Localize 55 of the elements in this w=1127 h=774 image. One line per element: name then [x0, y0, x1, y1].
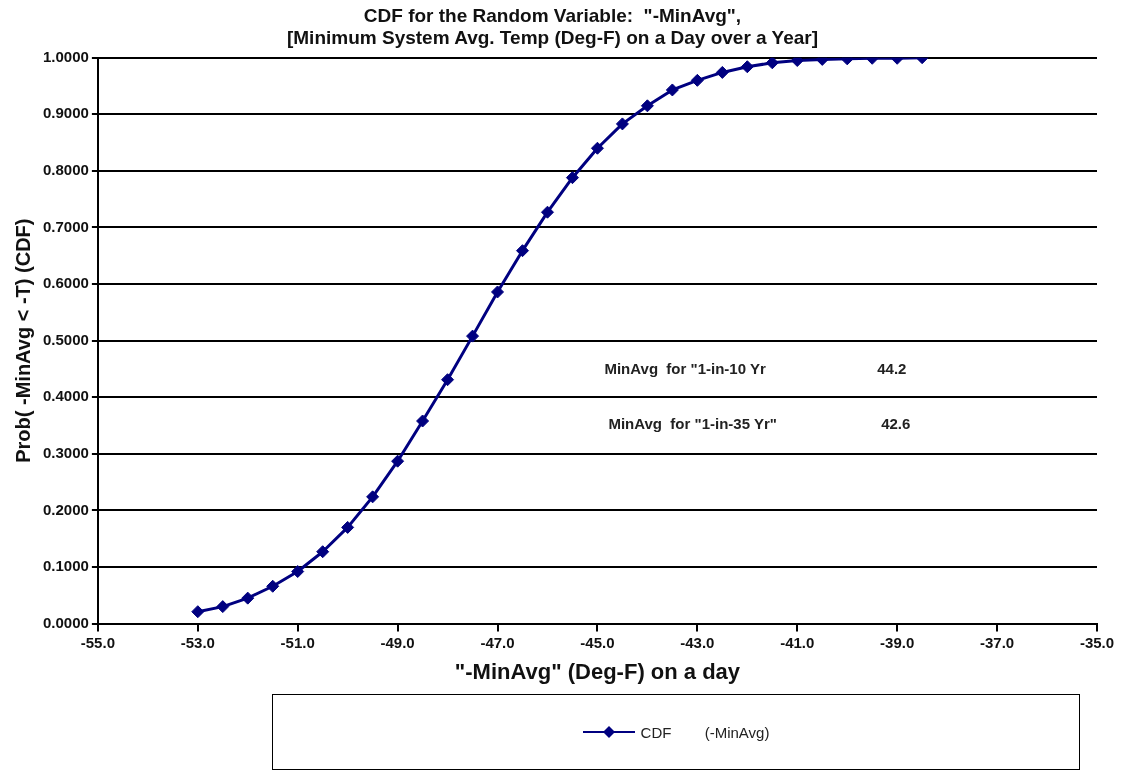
- annotation: 44.2: [877, 359, 907, 377]
- point: [216, 600, 230, 614]
- point: [291, 565, 305, 579]
- point: [391, 454, 405, 468]
- x-tick-label: -35.0: [1079, 633, 1115, 651]
- point: [366, 490, 380, 504]
- point: [491, 285, 505, 299]
- y-tick-label: 1.0000: [42, 47, 89, 65]
- x-tick-label: -43.0: [680, 633, 715, 651]
- point: [790, 57, 804, 68]
- point: [590, 141, 604, 155]
- y-tick-label: 0.8000: [42, 161, 89, 179]
- point: [715, 65, 729, 79]
- point: [191, 605, 205, 619]
- point: [516, 244, 530, 258]
- annotation: MinAvg for "1-in-10 Yr: [604, 359, 766, 377]
- point: [316, 545, 330, 559]
- y-tick-label: 0.4000: [42, 387, 89, 405]
- x-tick-label: -53.0: [180, 633, 215, 651]
- x-tick-label: -45.0: [580, 633, 615, 651]
- y-tick-label: 0.5000: [42, 330, 89, 348]
- x-tick-label: -37.0: [979, 633, 1015, 651]
- point: [765, 57, 779, 70]
- point: [640, 99, 654, 113]
- point: [466, 329, 480, 343]
- x-tick-label: -55.0: [80, 633, 115, 651]
- point: [441, 373, 455, 387]
- legend-label: CDF (-MinAvg): [640, 723, 770, 741]
- y-tick-label: 0.7000: [42, 217, 89, 235]
- point: [665, 83, 679, 97]
- x-tick-label: -39.0: [880, 633, 915, 651]
- x-tick-label: -51.0: [280, 633, 315, 651]
- point: [341, 520, 355, 534]
- annotation: 42.6: [881, 415, 911, 433]
- point: [565, 171, 579, 185]
- y-tick-label: 0.9000: [42, 104, 89, 122]
- y-tick-label: 0.6000: [42, 274, 89, 292]
- point: [266, 579, 280, 593]
- y-tick-label: 0.1000: [42, 557, 89, 575]
- y-tick-label: 0.3000: [42, 443, 89, 461]
- y-tick-label: 0.0000: [42, 613, 89, 631]
- point: [690, 73, 704, 87]
- x-tick-label: -47.0: [480, 633, 515, 651]
- point: [615, 117, 629, 131]
- chart-title: CDF for the Random Variable: "-MinAvg", [Minimum System Avg. Temp (Deg-F) on a Day over a Year]: [286, 5, 819, 49]
- x-tick-label: -49.0: [380, 633, 415, 651]
- y-tick-label: 0.2000: [42, 500, 89, 518]
- annotation: MinAvg for "1-in-35 Yr": [608, 415, 777, 433]
- point: [416, 414, 430, 428]
- x-tick-label: -41.0: [780, 633, 815, 651]
- x-axis-title: "-MinAvg" (Deg-F) on a day: [454, 658, 741, 684]
- point: [740, 60, 754, 74]
- y-axis-title: Prob( -MinAvg < -T) (CDF): [11, 218, 34, 463]
- point: [540, 205, 554, 219]
- point: [241, 591, 255, 605]
